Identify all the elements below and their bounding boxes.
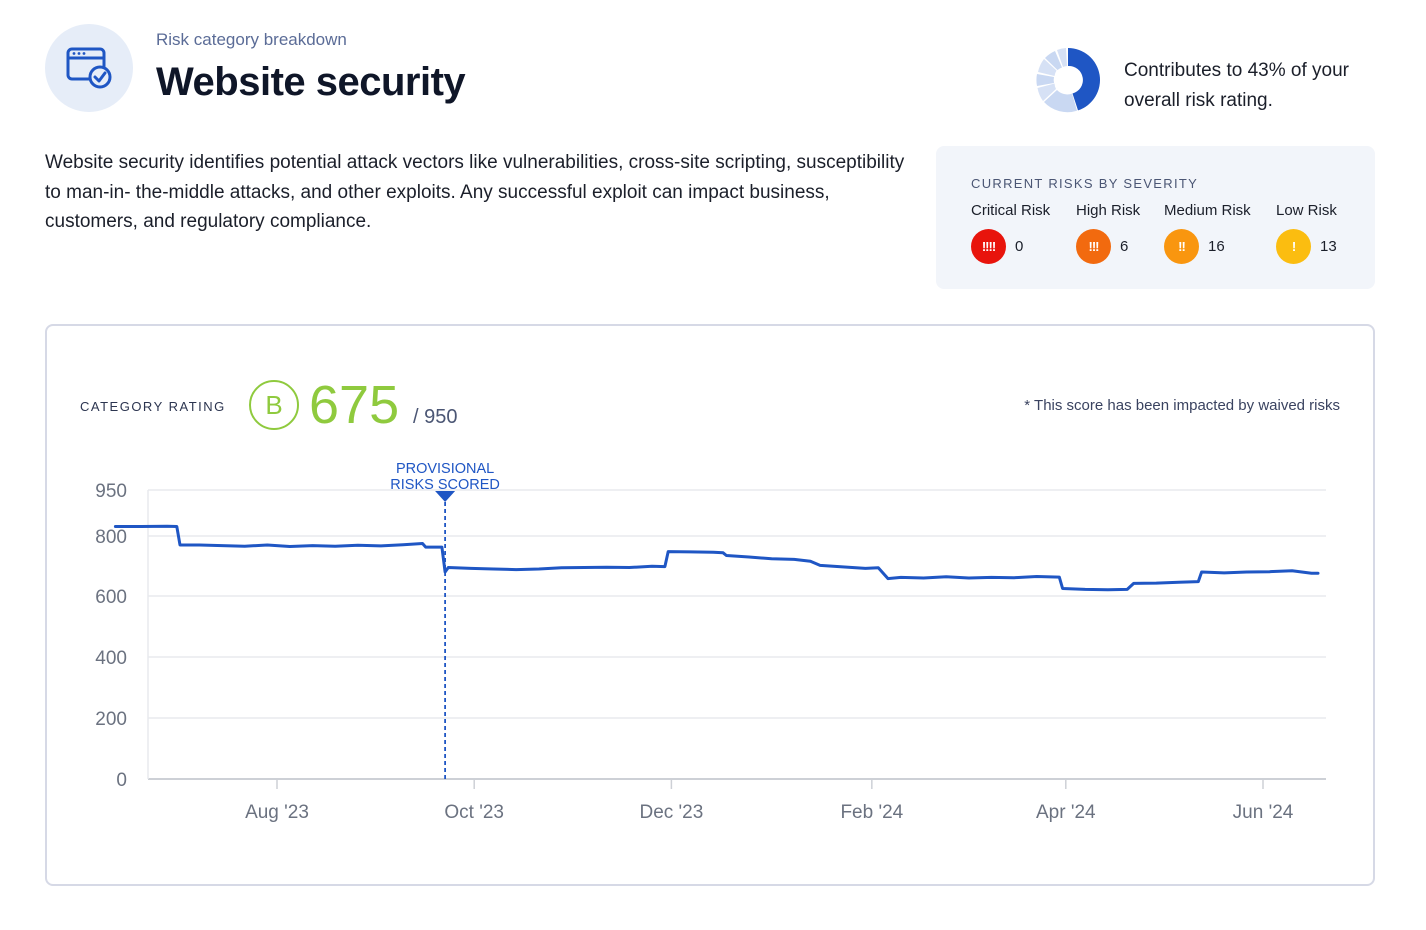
category-icon-circle	[45, 24, 133, 112]
x-tick-label: Oct '23	[444, 802, 504, 823]
severity-high[interactable]: High Risk !!! 6	[1076, 202, 1140, 264]
y-tick-label: 200	[95, 709, 127, 730]
browser-check-icon	[64, 45, 114, 91]
y-tick-label: 0	[116, 770, 127, 791]
annotation-marker-icon	[435, 491, 455, 502]
severity-count: 16	[1208, 238, 1225, 255]
severity-low[interactable]: Low Risk ! 13	[1276, 202, 1337, 264]
y-tick-label: 800	[95, 527, 127, 548]
annotation-label-line1: PROVISIONAL	[396, 461, 494, 477]
contribution-donut-icon	[1034, 46, 1102, 114]
annotation-label-line2: RISKS SCORED	[390, 477, 500, 493]
category-description: Website security identifies potential at…	[45, 148, 925, 237]
chart-gridlines	[148, 490, 1326, 779]
severity-panel: CURRENT RISKS BY SEVERITY Critical Risk …	[936, 146, 1375, 289]
rating-history-chart[interactable]: 950 800 600 400 200 0 Aug '23 Oct '23 Dec '23 Fe…	[47, 326, 1373, 884]
x-tick-label: Dec '23	[639, 802, 703, 823]
severity-count: 0	[1015, 238, 1023, 255]
severity-count: 6	[1120, 238, 1128, 255]
severity-critical[interactable]: Critical Risk !!!! 0	[971, 202, 1050, 264]
severity-heading: CURRENT RISKS BY SEVERITY	[971, 176, 1198, 191]
severity-label: Medium Risk	[1164, 202, 1251, 219]
category-rating-card: CATEGORY RATING B 675 / 950 * This score…	[45, 324, 1375, 886]
medium-risk-icon: !!	[1164, 229, 1199, 264]
x-tick-label: Apr '24	[1036, 802, 1096, 823]
high-risk-icon: !!!	[1076, 229, 1111, 264]
y-tick-label: 400	[95, 648, 127, 669]
eyebrow-label: Risk category breakdown	[156, 30, 347, 50]
x-tick-label: Aug '23	[245, 802, 309, 823]
low-risk-icon: !	[1276, 229, 1311, 264]
x-axis-ticks: Aug '23 Oct '23 Dec '23 Feb '24 Apr '24 Jun '…	[245, 779, 1294, 823]
severity-label: Critical Risk	[971, 202, 1050, 219]
severity-label: Low Risk	[1276, 202, 1337, 219]
critical-risk-icon: !!!!	[971, 229, 1006, 264]
x-tick-label: Feb '24	[840, 802, 903, 823]
severity-label: High Risk	[1076, 202, 1140, 219]
contribution-text: Contributes to 43% of your overall risk …	[1124, 56, 1404, 116]
page-title: Website security	[156, 60, 465, 105]
x-tick-label: Jun '24	[1233, 802, 1294, 823]
severity-count: 13	[1320, 238, 1337, 255]
severity-medium[interactable]: Medium Risk !! 16	[1164, 202, 1251, 264]
y-tick-label: 950	[95, 481, 127, 502]
y-tick-label: 600	[95, 587, 127, 608]
